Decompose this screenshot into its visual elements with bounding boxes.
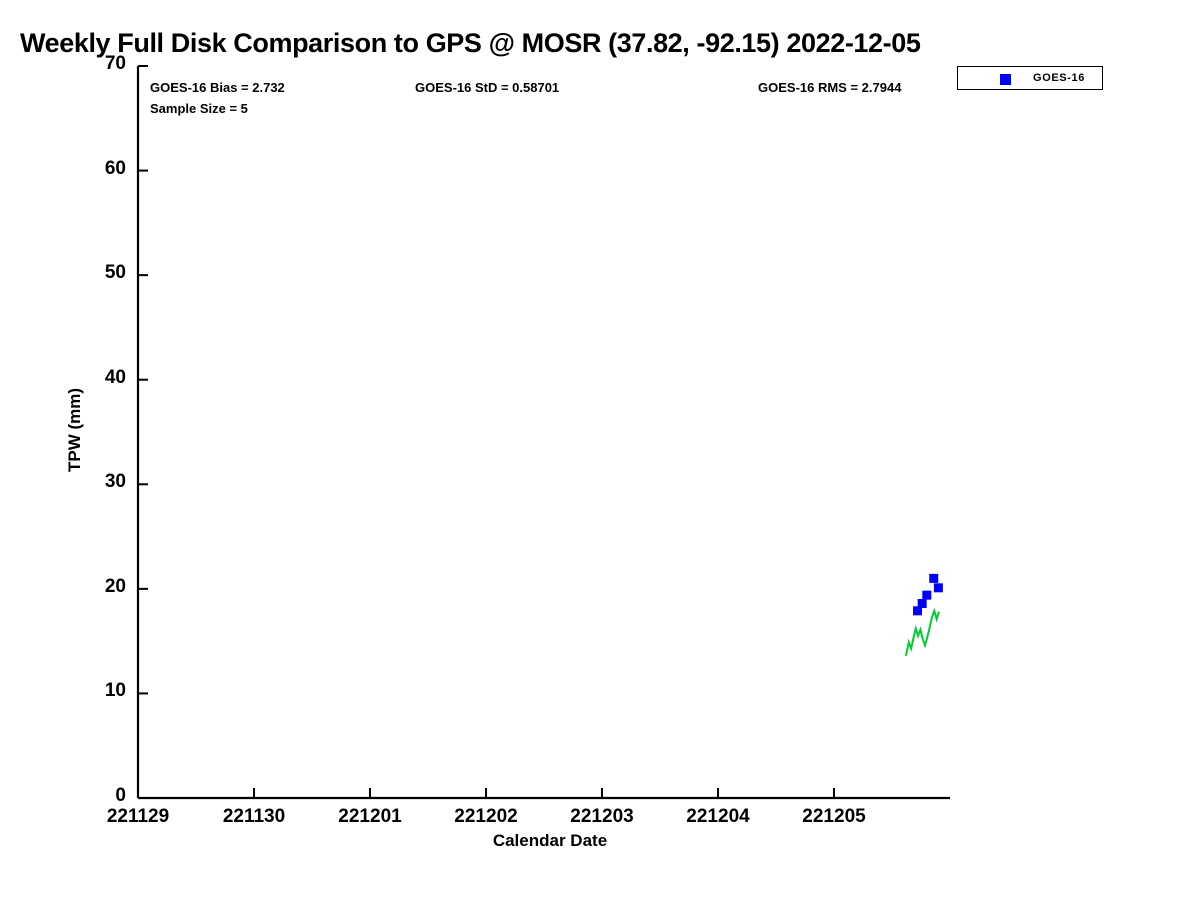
y-axis-tick-label: 10 [104, 680, 126, 702]
legend-label-goes16: GOES-16 [1033, 72, 1085, 84]
data-point-marker [917, 599, 927, 608]
x-axis-tick-label: 221130 [222, 806, 286, 827]
stat-sample-size: Sample Size = 5 [150, 101, 248, 116]
legend: GOES-16 [957, 66, 1103, 90]
x-axis-tick-label: 221129 [106, 806, 170, 827]
data-line-gps [904, 607, 940, 656]
y-axis-tick-label: 70 [104, 53, 126, 74]
data-point-marker [922, 590, 932, 600]
stat-rms: GOES-16 RMS = 2.7944 [758, 80, 902, 95]
x-axis-tick-label: 221202 [454, 806, 518, 827]
data-point-marker [933, 583, 943, 593]
y-axis-tick-label: 20 [104, 575, 126, 597]
y-axis-tick-label: 40 [104, 366, 126, 388]
y-axis-tick-label: 50 [104, 262, 126, 284]
data-series-group [904, 573, 943, 656]
data-point-marker [929, 573, 939, 583]
axes-group [136, 65, 950, 800]
x-axis-tick-label: 221201 [338, 806, 402, 827]
legend-swatch-goes16 [1000, 74, 1011, 85]
y-axis-tick-label: 60 [104, 157, 126, 179]
stat-std: GOES-16 StD = 0.58701 [415, 80, 560, 95]
stat-bias: GOES-16 Bias = 2.732 [150, 80, 285, 95]
data-point-marker [913, 606, 923, 616]
y-axis-tick-label: 30 [104, 471, 126, 493]
y-axis-tick-label: 0 [115, 785, 126, 806]
x-axis-tick-label: 221203 [570, 806, 634, 827]
page-title: Weekly Full Disk Comparison to GPS @ MOS… [20, 28, 921, 58]
x-axis-tick-label: 221204 [686, 806, 750, 827]
x-axis-tick-label: 221205 [802, 806, 866, 827]
x-axis-title: Calendar Date [492, 831, 608, 850]
